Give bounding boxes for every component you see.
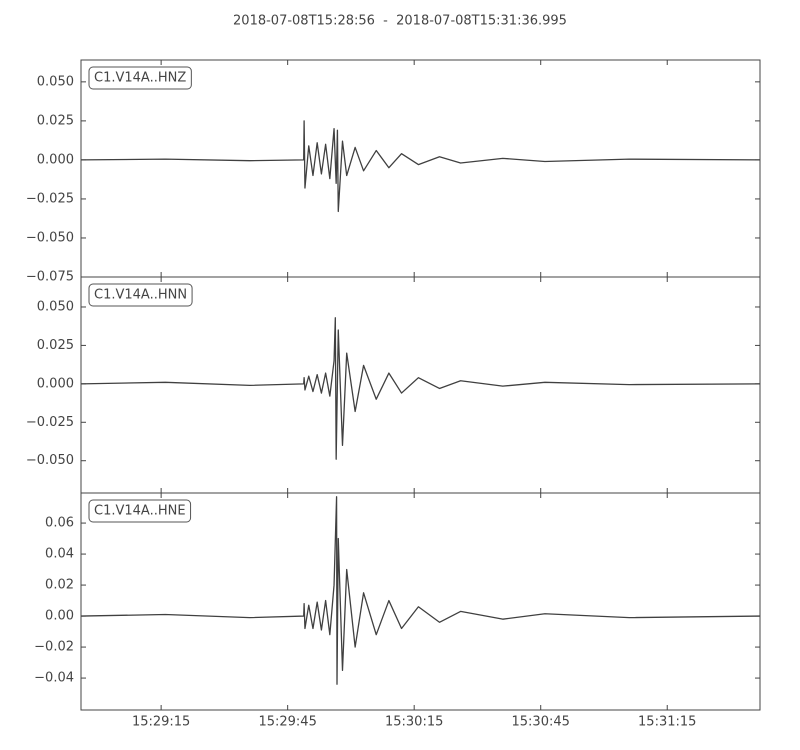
- x-tick-label: 15:30:15: [385, 715, 443, 730]
- x-tick-label: 15:30:45: [512, 715, 570, 730]
- y-tick-label: 0.02: [45, 578, 74, 593]
- panel-frame: [80, 59, 761, 278]
- y-tick-label: 0.025: [37, 338, 74, 353]
- legend-box: [88, 283, 193, 307]
- y-tick-label: 0.04: [45, 547, 74, 562]
- y-tick-label: −0.02: [34, 640, 74, 655]
- x-tick-label: 15:29:45: [258, 715, 316, 730]
- waveform: [80, 120, 761, 213]
- legend-label: C1.V14A..HNE: [94, 504, 186, 519]
- legend-label: C1.V14A..HNN: [94, 288, 187, 303]
- y-tick-label: 0.00: [45, 609, 74, 624]
- legend-label: C1.V14A..HNZ: [94, 71, 186, 86]
- y-tick-label: −0.04: [34, 671, 74, 686]
- y-tick-label: −0.075: [26, 270, 74, 285]
- waveform: [80, 496, 761, 685]
- waveform: [80, 317, 761, 460]
- y-tick-label: 0.06: [45, 516, 74, 531]
- y-tick-label: −0.025: [26, 191, 74, 206]
- y-tick-label: 0.050: [37, 299, 74, 314]
- y-tick-label: 0.000: [37, 152, 74, 167]
- figure-title: 2018-07-08T15:28:56 - 2018-07-08T15:31:3…: [233, 14, 567, 29]
- x-tick-label: 15:31:15: [638, 715, 696, 730]
- legend-box: [88, 66, 192, 90]
- x-tick-label: 15:29:15: [132, 715, 190, 730]
- y-tick-label: 0.000: [37, 376, 74, 391]
- y-tick-label: −0.025: [26, 415, 74, 430]
- y-tick-label: 0.025: [37, 113, 74, 128]
- y-tick-label: 0.050: [37, 74, 74, 89]
- legend-box: [88, 499, 192, 523]
- y-tick-label: −0.050: [26, 453, 74, 468]
- panel-frame: [80, 492, 761, 711]
- y-tick-label: −0.050: [26, 230, 74, 245]
